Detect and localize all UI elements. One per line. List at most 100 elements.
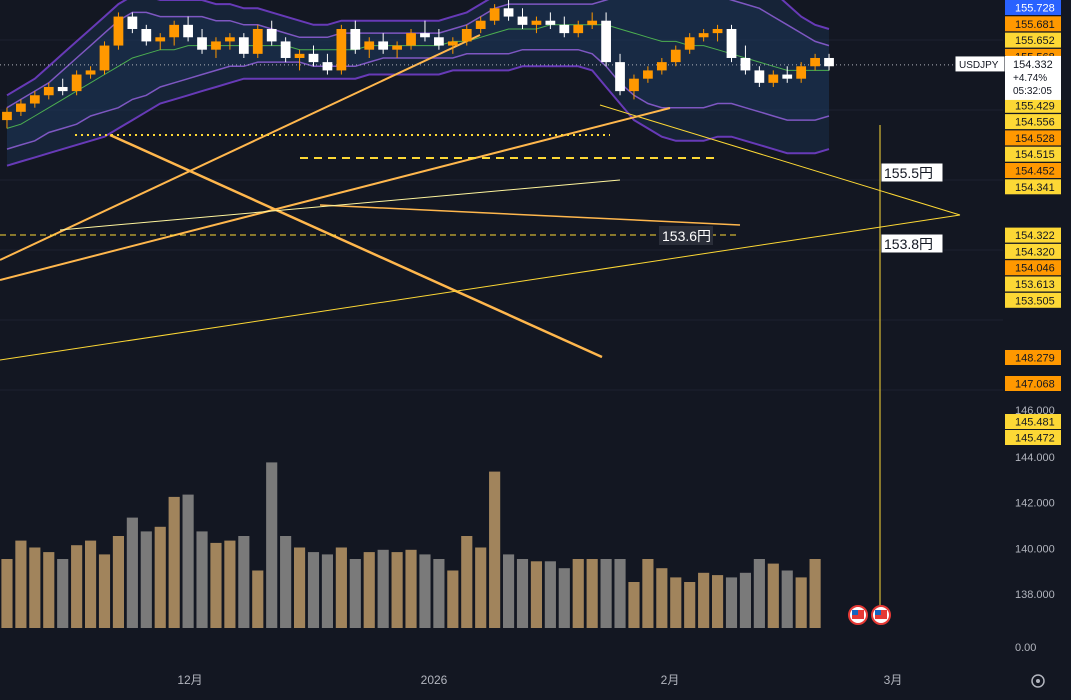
price-label[interactable]: 147.068: [1005, 376, 1061, 391]
price-axis[interactable]: 155.728155.681155.652155.568155.555155.4…: [954, 0, 1061, 654]
price-annotation[interactable]: 155.5円: [880, 162, 944, 183]
candle[interactable]: [43, 82, 54, 100]
candle[interactable]: [308, 45, 319, 67]
candle[interactable]: [782, 66, 793, 83]
candle[interactable]: [587, 12, 598, 29]
price-label[interactable]: 154.556: [1005, 114, 1061, 130]
candle[interactable]: [740, 45, 751, 75]
settings-gear-icon[interactable]: [1031, 674, 1045, 688]
candle[interactable]: [378, 33, 389, 54]
candle[interactable]: [796, 62, 807, 83]
price-label[interactable]: 148.279: [1005, 350, 1061, 365]
candle[interactable]: [601, 12, 611, 67]
price-label[interactable]: 154.528: [1005, 130, 1061, 146]
price-label[interactable]: 154.322: [1005, 227, 1061, 243]
candle[interactable]: [726, 24, 737, 63]
price-label[interactable]: 153.505: [1005, 292, 1061, 308]
price-plot-area[interactable]: [0, 0, 1003, 391]
price-label[interactable]: 153.613: [1005, 276, 1061, 292]
candle[interactable]: [670, 45, 681, 67]
price-label[interactable]: 154.341: [1005, 179, 1061, 195]
candle[interactable]: [545, 12, 556, 29]
candle[interactable]: [155, 33, 166, 50]
candle[interactable]: [266, 20, 277, 46]
candle[interactable]: [127, 12, 138, 34]
candle[interactable]: [238, 33, 249, 58]
candle[interactable]: [252, 24, 263, 58]
candle[interactable]: [475, 16, 486, 34]
candle[interactable]: [211, 37, 221, 58]
volume-bar: [739, 572, 752, 628]
candle[interactable]: [364, 37, 375, 58]
price-label[interactable]: 145.481: [1005, 414, 1061, 429]
candle[interactable]: [85, 66, 96, 79]
candle[interactable]: [183, 16, 193, 42]
candle[interactable]: [99, 41, 110, 75]
candle[interactable]: [350, 20, 361, 54]
candle[interactable]: [434, 28, 444, 50]
candle[interactable]: [420, 20, 430, 42]
candle[interactable]: [643, 66, 653, 83]
price-label[interactable]: 154.452: [1005, 163, 1061, 178]
price-label[interactable]: 145.472: [1005, 430, 1061, 445]
volume-bar: [224, 540, 236, 628]
candle[interactable]: [322, 53, 333, 75]
candle[interactable]: [824, 53, 834, 71]
candle[interactable]: [2, 107, 12, 129]
price-annotation[interactable]: 153.6円: [659, 226, 713, 245]
candle[interactable]: [684, 33, 695, 54]
candle[interactable]: [573, 20, 584, 38]
annotation-text: 153.6円: [662, 228, 711, 244]
candle[interactable]: [141, 24, 152, 46]
candle[interactable]: [29, 91, 40, 108]
us-flag-icon[interactable]: [871, 605, 891, 625]
candle[interactable]: [629, 74, 639, 100]
candle[interactable]: [615, 53, 625, 96]
candle[interactable]: [336, 24, 347, 75]
candle[interactable]: [225, 33, 235, 50]
price-annotation[interactable]: 153.8円: [880, 233, 944, 254]
candle[interactable]: [113, 12, 124, 50]
candle[interactable]: [169, 20, 180, 46]
candle[interactable]: [16, 99, 26, 116]
candle-body: [810, 57, 820, 67]
candle[interactable]: [406, 28, 416, 50]
price-label[interactable]: 155.681: [1005, 16, 1061, 32]
candle[interactable]: [392, 41, 402, 58]
candle[interactable]: [754, 66, 765, 87]
candle[interactable]: [531, 16, 542, 34]
volume-bar: [307, 552, 320, 628]
candle[interactable]: [57, 78, 68, 96]
us-flag-icon[interactable]: [848, 605, 868, 625]
price-label[interactable]: 155.429: [1005, 97, 1061, 113]
candle[interactable]: [294, 49, 305, 71]
candle[interactable]: [712, 24, 723, 42]
price-label[interactable]: 154.515: [1005, 146, 1061, 162]
price-label[interactable]: 154.046: [1005, 260, 1061, 276]
candle[interactable]: [559, 16, 570, 38]
candle[interactable]: [517, 8, 528, 29]
candle[interactable]: [656, 57, 667, 75]
price-label[interactable]: 155.652: [1005, 32, 1061, 48]
candle-body: [503, 8, 514, 17]
candle[interactable]: [447, 37, 458, 54]
price-label[interactable]: 155.728: [1005, 0, 1061, 15]
candle[interactable]: [503, 0, 514, 21]
trendline: [319, 204, 741, 226]
candle-body: [308, 53, 319, 63]
current-price-box[interactable]: USDJPY 154.332 +4.74% 05:32:05: [954, 55, 1061, 100]
candle[interactable]: [461, 24, 472, 46]
candle[interactable]: [489, 4, 500, 25]
candle[interactable]: [768, 70, 779, 87]
candle[interactable]: [71, 70, 82, 96]
candle[interactable]: [810, 53, 820, 71]
price-label-bg: [1005, 276, 1061, 292]
time-axis[interactable]: 12月 2026 2月 3月: [177, 673, 1045, 688]
candle[interactable]: [698, 28, 709, 42]
candle-body: [392, 45, 402, 50]
candle[interactable]: [280, 37, 291, 63]
price-label[interactable]: 154.320: [1005, 243, 1061, 259]
upper-band-outer-line: [6, 0, 830, 97]
candle[interactable]: [197, 28, 207, 54]
